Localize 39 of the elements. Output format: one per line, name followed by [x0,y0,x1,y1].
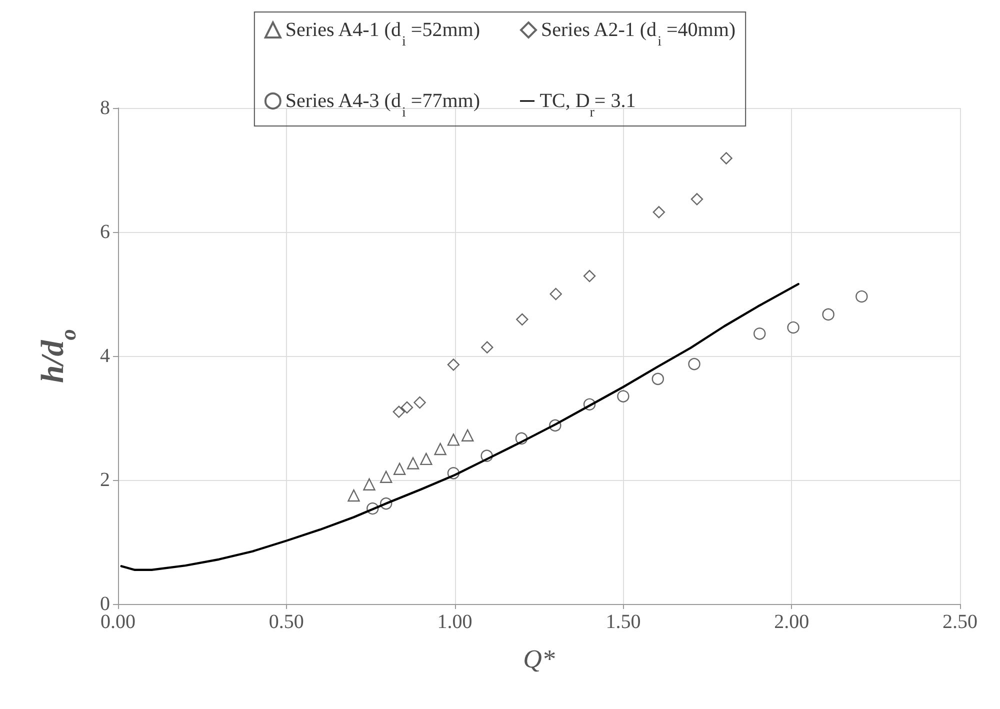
x-tick-label: 2.00 [774,611,810,633]
y-axis-title: h/do [34,329,81,383]
point [447,434,460,446]
point [822,308,834,321]
point [583,270,596,282]
point [856,290,868,303]
point [754,328,766,340]
point [400,401,414,414]
point [406,457,420,470]
y-tick-label: 8 [100,97,110,119]
y-tick-label: 6 [100,221,110,243]
point [550,288,562,300]
point [392,406,405,418]
point [414,396,426,409]
point [516,313,528,326]
point [652,372,664,386]
y-tick-label: 4 [100,345,110,367]
point [652,206,665,218]
x-tick-label: 2.50 [942,611,978,633]
point [434,442,446,456]
line-series [120,282,800,571]
point [393,462,406,475]
point [617,390,630,402]
point [787,321,800,334]
point [420,452,432,466]
point [688,358,700,370]
point [363,478,376,490]
x-tick-label: 1.50 [606,611,641,633]
point [690,193,704,206]
point [462,429,474,442]
point [720,152,732,164]
x-tick-label: 0.50 [268,611,304,633]
y-tick-label: 2 [100,469,110,491]
x-axis-title: Q* [523,644,555,674]
point [481,341,494,354]
x-tick-label: 1.00 [437,611,472,633]
point [348,489,360,502]
point [447,358,460,371]
point [380,470,392,483]
